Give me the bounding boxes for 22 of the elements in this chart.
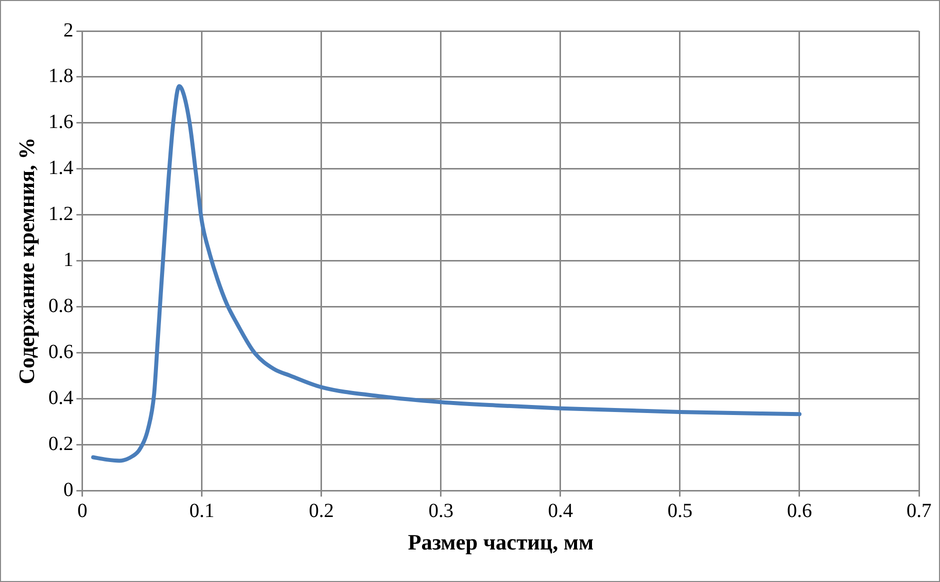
y-tick-label: 0.6	[48, 340, 74, 363]
y-tick-label: 0.4	[48, 386, 74, 409]
y-tick-label: 1.4	[48, 157, 74, 180]
y-tick-label: 0	[63, 478, 74, 501]
x-axis-title: Размер частиц, мм	[408, 529, 594, 554]
x-tick-label: 0	[77, 500, 88, 522]
x-tick-label: 0.7	[906, 500, 932, 522]
y-tick-label: 0.2	[48, 432, 74, 455]
y-tick-label: 1.8	[48, 65, 74, 88]
x-tick-label: 0.3	[428, 500, 454, 522]
x-tick-label: 0.2	[308, 500, 334, 522]
y-tick-label: 1.2	[48, 203, 74, 226]
y-tick-label: 1	[63, 249, 74, 272]
y-tick-label: 1.6	[48, 111, 74, 134]
x-tick-label: 0.1	[189, 500, 214, 522]
x-tick-label: 0.5	[667, 500, 692, 522]
x-tick-label: 0.4	[548, 500, 573, 522]
y-axis-title: Содержание кремния, %	[14, 137, 39, 384]
y-tick-label: 0.8	[48, 295, 74, 318]
y-tick-label: 2	[63, 19, 74, 42]
x-tick-label: 0.6	[786, 500, 812, 522]
line-series	[91, 84, 802, 463]
